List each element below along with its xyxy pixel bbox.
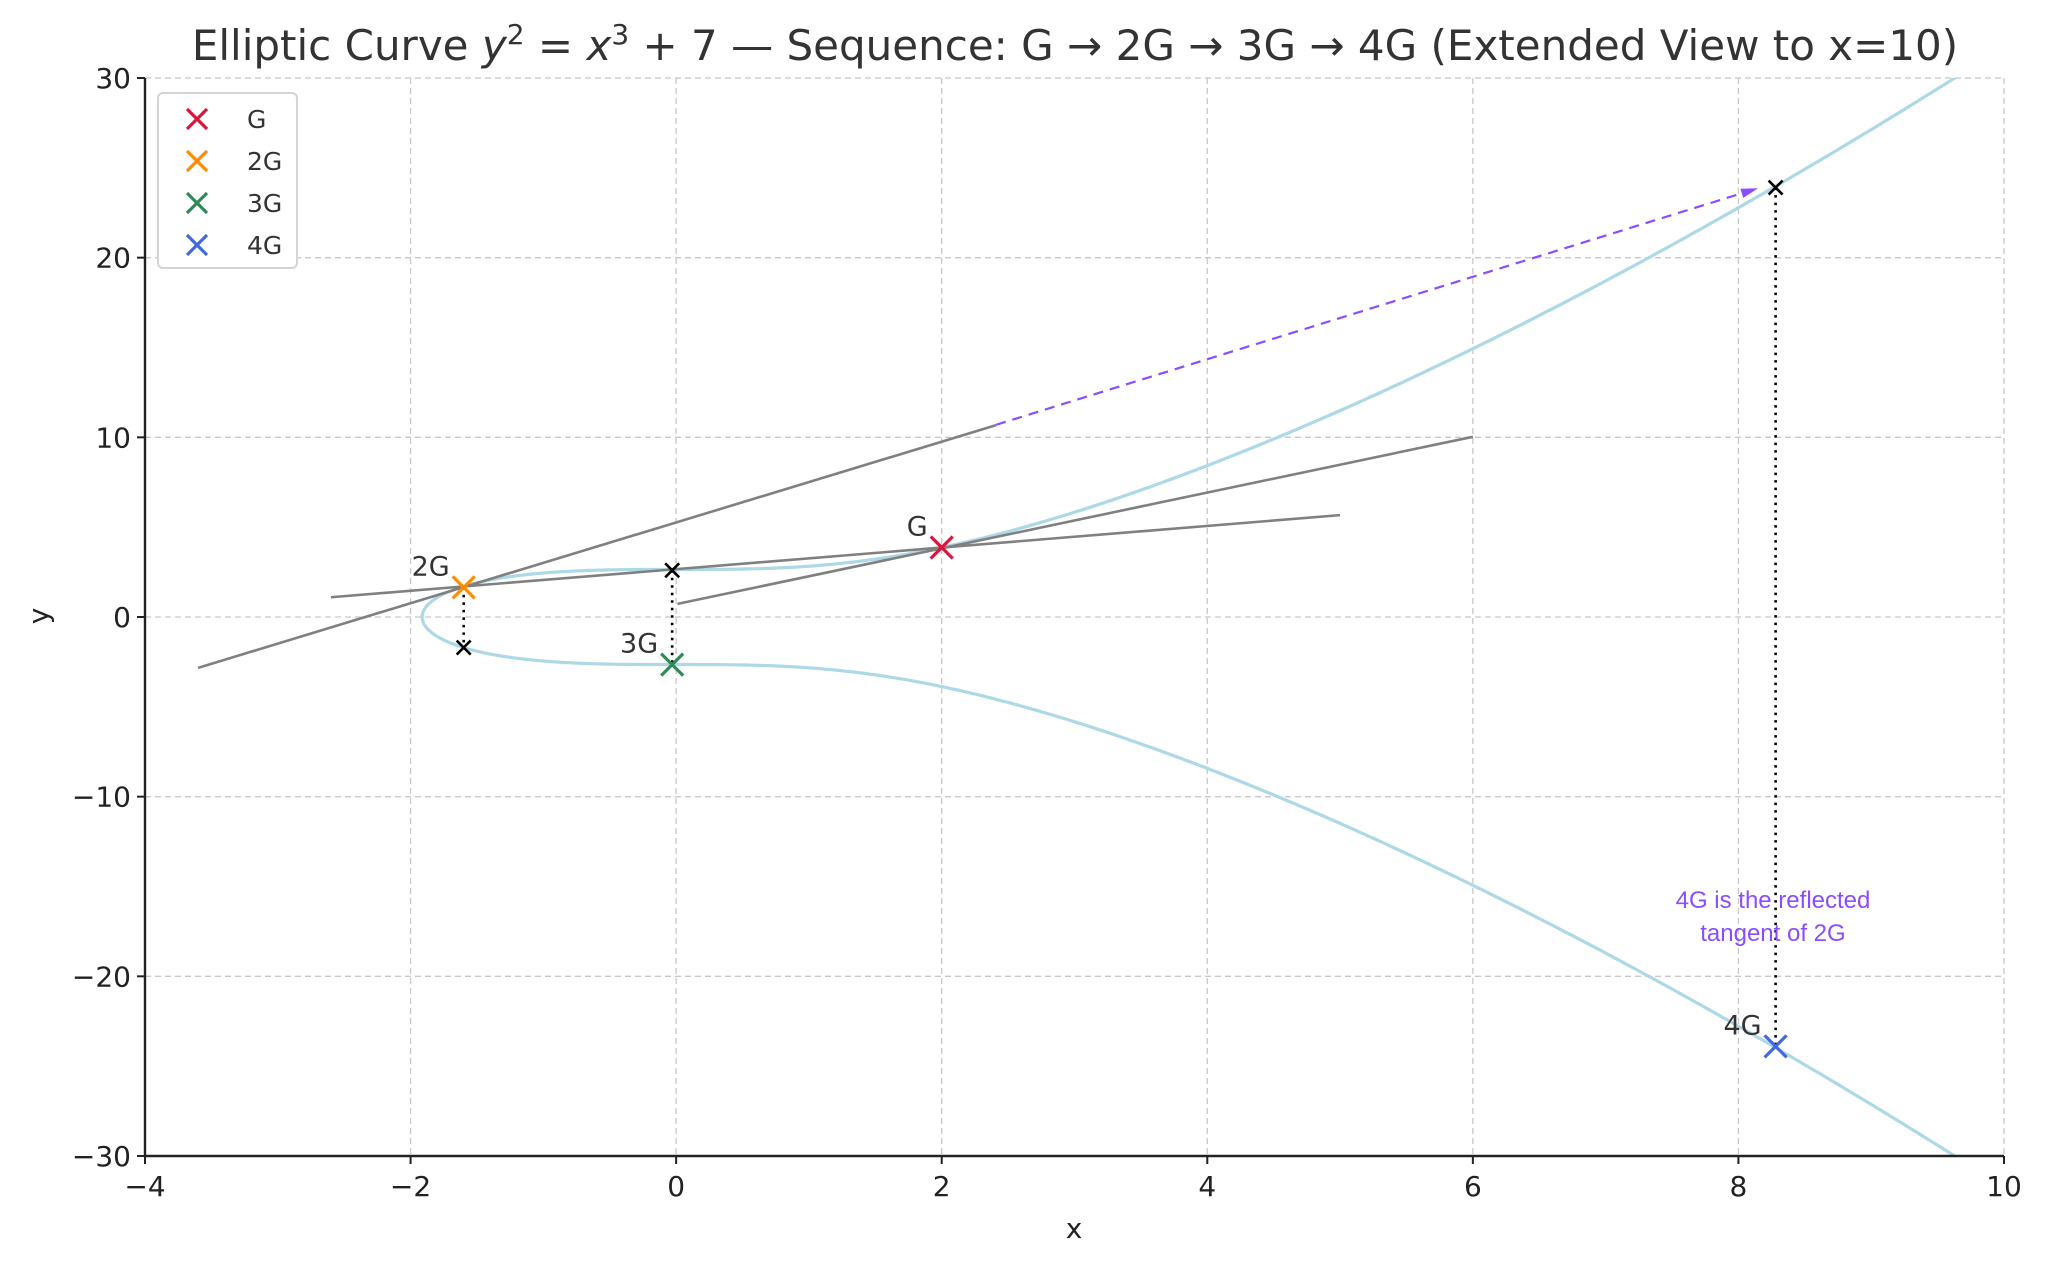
annotation-text: 4G is the reflected xyxy=(1676,887,1871,914)
y-tick-label: 10 xyxy=(95,421,131,454)
cross-stroke xyxy=(660,652,685,677)
secant-tangent-line xyxy=(330,513,1341,599)
cross-stroke xyxy=(929,535,954,560)
intersection-marker xyxy=(455,639,472,656)
y-tick-label: 30 xyxy=(95,62,131,95)
intersection-marker xyxy=(1767,179,1784,196)
elliptic-curve-line xyxy=(420,78,1958,1156)
cross-stroke xyxy=(1763,1034,1788,1059)
plot-area: G 2G 3G 4G 4G is the reflected tangent of 2G xyxy=(197,78,1958,1156)
point-marker-2G xyxy=(451,575,476,600)
extension-arrow-line xyxy=(995,188,1755,426)
x-tick-label: −2 xyxy=(390,1170,431,1203)
x-tick-label: 2 xyxy=(933,1170,951,1203)
x-tick-label: 10 xyxy=(1986,1170,2022,1203)
cross-stroke xyxy=(185,149,209,173)
legend-label-4G: 4G xyxy=(247,231,282,260)
intersection-marker xyxy=(664,562,681,579)
legend-marker-4G xyxy=(185,233,209,257)
cross-stroke xyxy=(185,191,209,215)
secant-tangent-line xyxy=(677,435,1474,606)
legend-marker-2G xyxy=(185,149,209,173)
cross-stroke xyxy=(1767,179,1784,196)
grid xyxy=(144,77,2005,1157)
secant-tangent-line xyxy=(197,423,997,670)
cross-stroke xyxy=(451,575,476,600)
cross-stroke xyxy=(455,639,472,656)
y-axis-label: y xyxy=(22,608,55,625)
legend-marker-3G xyxy=(185,191,209,215)
y-tick-label: −10 xyxy=(72,781,131,814)
legend-marker-G xyxy=(185,107,209,131)
point-marker-3G xyxy=(660,652,685,677)
point-label-3G: 3G xyxy=(620,629,658,660)
legend: G 2G 3G 4G xyxy=(157,92,298,269)
legend-label-2G: 2G xyxy=(247,147,282,176)
chart-title: Elliptic Curve y2 = x3 + 7 — Sequence: G… xyxy=(192,18,1958,70)
y-tick-label: 20 xyxy=(95,242,131,275)
x-tick-label: 6 xyxy=(1464,1170,1482,1203)
y-tick-label: −30 xyxy=(72,1140,131,1173)
legend-box xyxy=(157,92,298,269)
legend-label-3G: 3G xyxy=(247,189,282,218)
point-marker-4G xyxy=(1763,1034,1788,1059)
y-tick-label: 0 xyxy=(113,601,131,634)
x-axis-label: x xyxy=(1066,1212,1083,1245)
arrow-head xyxy=(1740,188,1759,198)
point-label-G: G xyxy=(907,511,928,542)
legend-label-G: G xyxy=(247,105,266,134)
cross-stroke xyxy=(185,107,209,131)
x-tick-label: 0 xyxy=(667,1170,685,1203)
cross-stroke xyxy=(185,233,209,257)
annotation-text: tangent of 2G xyxy=(1700,920,1845,947)
x-tick-label: 8 xyxy=(1730,1170,1748,1203)
cross-stroke xyxy=(664,562,681,579)
point-label-4G: 4G xyxy=(1723,1010,1761,1041)
point-label-2G: 2G xyxy=(412,551,450,582)
point-marker-G xyxy=(929,535,954,560)
x-tick-label: 4 xyxy=(1198,1170,1216,1203)
x-tick-label: −4 xyxy=(124,1170,165,1203)
y-tick-label: −20 xyxy=(72,960,131,993)
